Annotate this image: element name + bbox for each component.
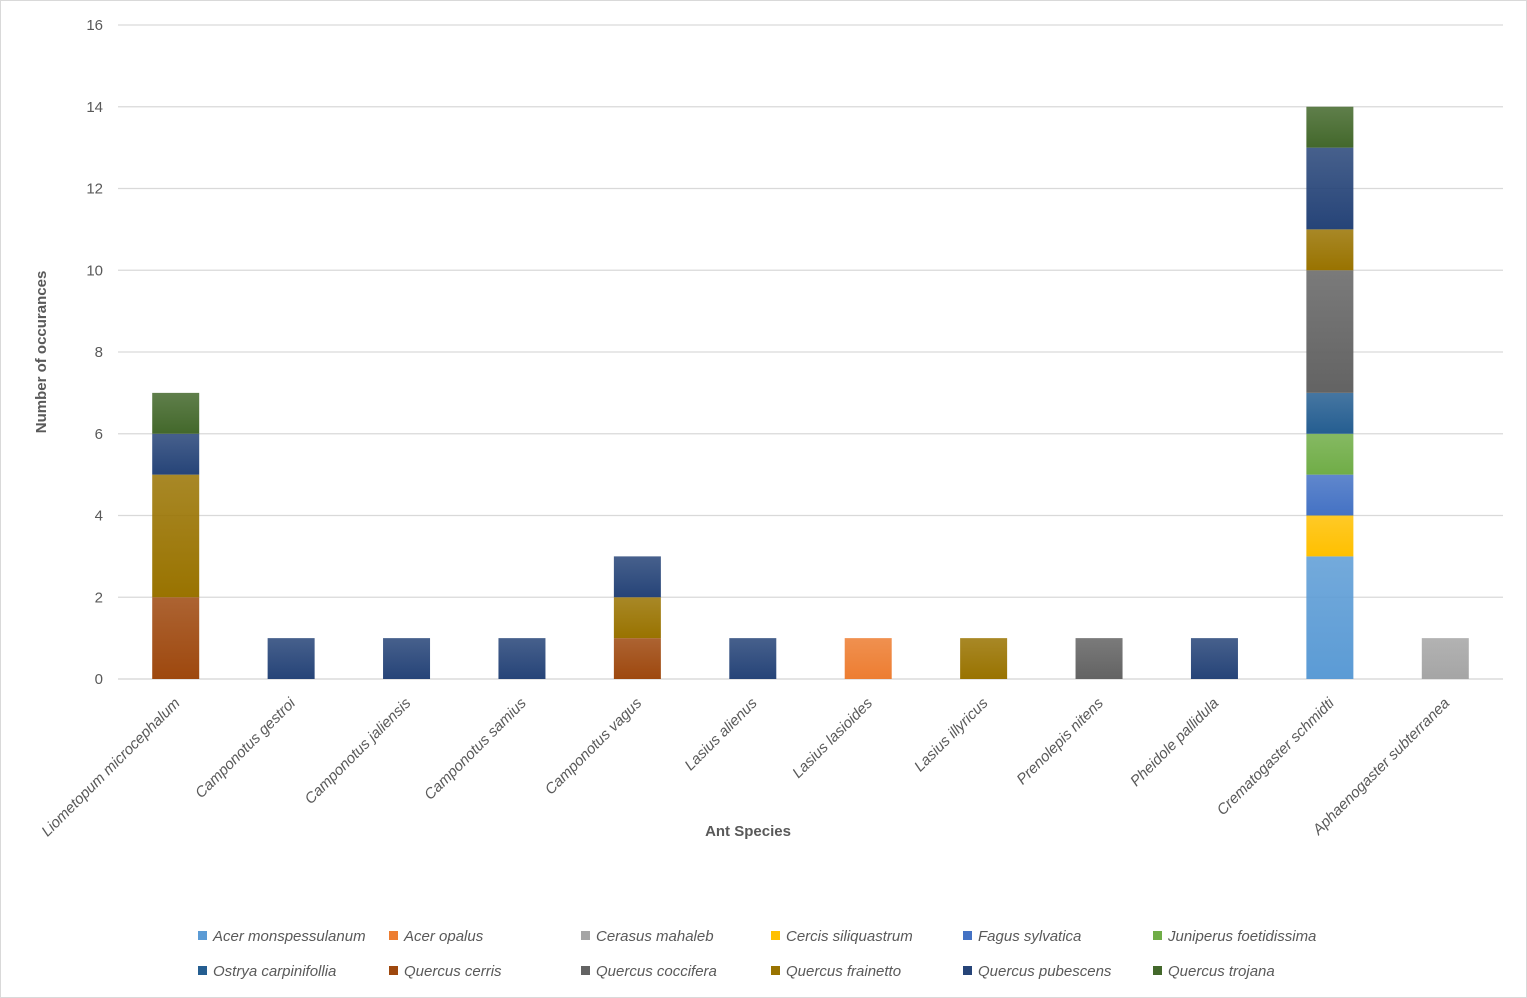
legend-item-quercus-pubescens: Quercus pubescens: [963, 963, 1112, 980]
legend-item-acer-monspessulanum: Acer monspessulanum: [198, 928, 366, 945]
y-tick-label: 16: [86, 17, 103, 34]
x-category-label: Crematogaster schmidti: [1214, 694, 1338, 818]
bar-segment-quercus-coccifera: [1306, 270, 1354, 393]
legend-item-quercus-trojana: Quercus trojana: [1153, 963, 1275, 980]
bar-segment-quercus-pubescens: [729, 638, 777, 679]
bar-segment-quercus-cerris: [613, 638, 661, 679]
legend-item-quercus-cerris: Quercus cerris: [389, 963, 502, 980]
bar-segment-quercus-trojana: [1306, 106, 1354, 148]
legend-item-cerasus-mahaleb: Cerasus mahaleb: [581, 928, 714, 945]
bar-segment-quercus-trojana: [152, 392, 200, 434]
y-tick-label: 0: [95, 671, 103, 688]
x-category-label: Liometopum microcephalum: [38, 695, 183, 840]
bar-segment-quercus-frainetto: [613, 597, 661, 639]
bar-segment-quercus-pubescens: [383, 638, 431, 679]
bar-segment-quercus-frainetto: [960, 638, 1008, 679]
legend: Acer monspessulanum Acer opalus Cerasus ma…: [198, 928, 1316, 980]
legend-swatch: [771, 931, 780, 940]
x-category-label: Camponotus jaliensis: [302, 694, 415, 807]
bar-segment-acer-monspessulanum: [1306, 556, 1354, 679]
legend-label: Ostrya carpinifollia: [213, 963, 336, 980]
legend-item-quercus-frainetto: Quercus frainetto: [771, 963, 901, 980]
bar-segment-quercus-pubescens: [1306, 147, 1354, 230]
x-category-label: Camponotus vagus: [542, 694, 646, 798]
legend-swatch: [1153, 931, 1162, 940]
x-category-label: Prenolepis nitens: [1013, 694, 1107, 788]
legend-swatch: [581, 966, 590, 975]
bar-segment-cercis-siliquastrum: [1306, 515, 1354, 557]
y-axis-ticks: 0 2 4 6 8 10 12 14 16: [86, 17, 103, 688]
legend-label: Cercis siliquastrum: [786, 928, 913, 945]
x-axis-title: Ant Species: [705, 823, 791, 840]
legend-item-acer-opalus: Acer opalus: [389, 928, 484, 945]
bar-segment-quercus-cerris: [152, 597, 200, 679]
x-category-label: Pheidole pallidula: [1127, 695, 1222, 790]
y-tick-label: 10: [86, 262, 103, 279]
legend-swatch: [581, 931, 590, 940]
legend-swatch: [198, 931, 207, 940]
bar-segment-acer-opalus: [844, 638, 892, 679]
legend-label: Cerasus mahaleb: [596, 928, 714, 945]
legend-item-juniperus-foetidissima: Juniperus foetidissima: [1153, 928, 1316, 945]
legend-label: Quercus pubescens: [978, 963, 1112, 980]
gridlines: [118, 24, 1503, 680]
x-category-label: Lasius lasioides: [789, 694, 876, 781]
bar-segment-quercus-pubescens: [498, 638, 546, 679]
legend-item-quercus-coccifera: Quercus coccifera: [581, 963, 717, 980]
y-tick-label: 6: [95, 426, 103, 443]
bar-segment-juniperus-foetidissima: [1306, 433, 1354, 475]
bar-segment-quercus-frainetto: [1306, 229, 1354, 271]
legend-swatch: [1153, 966, 1162, 975]
legend-label: Acer opalus: [403, 928, 484, 945]
bar-segment-quercus-coccifera: [1075, 638, 1123, 679]
y-tick-label: 4: [95, 508, 103, 525]
x-category-label: Camponotus gestroi: [192, 694, 299, 801]
legend-label: Juniperus foetidissima: [1167, 928, 1316, 945]
bar-segment-fagus-sylvatica: [1306, 474, 1354, 516]
legend-swatch: [389, 931, 398, 940]
y-axis-title: Number of occurances: [33, 271, 50, 434]
legend-label: Quercus frainetto: [786, 963, 901, 980]
legend-label: Quercus cerris: [404, 963, 502, 980]
bar-segment-quercus-pubescens: [267, 638, 315, 679]
y-tick-label: 14: [86, 99, 103, 116]
legend-swatch: [771, 966, 780, 975]
x-category-label: Camponotus samius: [421, 694, 530, 803]
bar-segment-ostrya-carpinifollia: [1306, 392, 1354, 434]
bar-segment-quercus-pubescens: [1190, 638, 1238, 679]
legend-label: Quercus trojana: [1168, 963, 1275, 980]
y-tick-label: 8: [95, 344, 103, 361]
bars: [152, 106, 1469, 679]
legend-swatch: [963, 931, 972, 940]
legend-label: Quercus coccifera: [596, 963, 717, 980]
legend-swatch: [389, 966, 398, 975]
legend-item-fagus-sylvatica: Fagus sylvatica: [963, 928, 1081, 945]
legend-swatch: [198, 966, 207, 975]
legend-item-ostrya-carpinifollia: Ostrya carpinifollia: [198, 963, 336, 980]
y-tick-label: 12: [86, 181, 103, 198]
bar-segment-quercus-pubescens: [613, 556, 661, 598]
x-axis-categories: Liometopum microcephalum Camponotus gestr…: [38, 694, 1453, 840]
legend-label: Acer monspessulanum: [212, 928, 366, 945]
legend-item-cercis-siliquastrum: Cercis siliquastrum: [771, 928, 913, 945]
x-category-label: Lasius alienus: [681, 694, 761, 774]
y-tick-label: 2: [95, 589, 103, 606]
x-category-label: Lasius illyricus: [911, 694, 992, 775]
legend-label: Fagus sylvatica: [978, 928, 1081, 945]
x-category-label: Aphaenogaster subterranea: [1309, 695, 1453, 839]
bar-segment-quercus-pubescens: [152, 433, 200, 475]
legend-swatch: [963, 966, 972, 975]
bar-segment-cerasus-mahaleb: [1421, 638, 1469, 679]
bar-segment-quercus-frainetto: [152, 474, 200, 598]
